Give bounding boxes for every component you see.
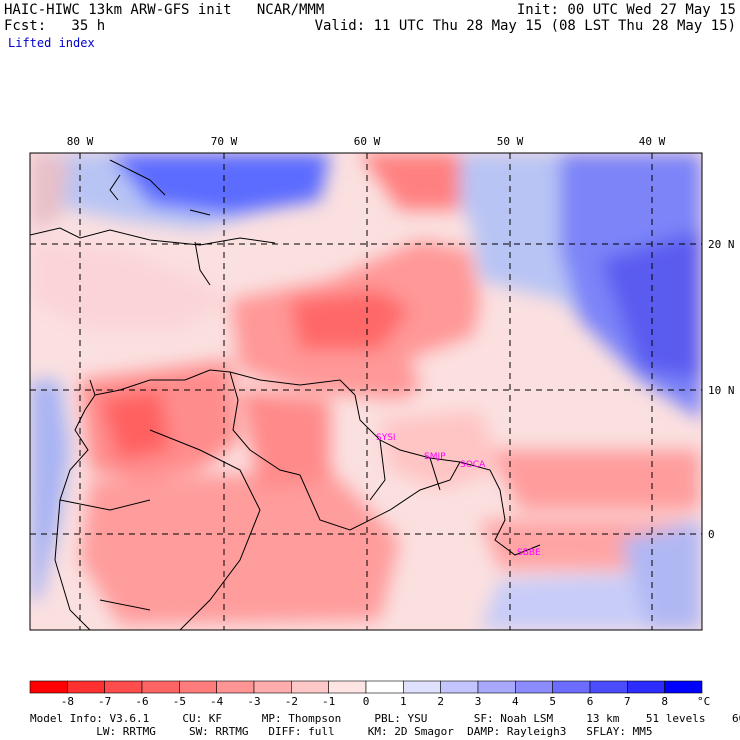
colorbar-tick-label: -7 [98,695,111,708]
colorbar-swatch [627,680,665,694]
colorbar-swatch [552,680,591,694]
colorbar-swatch [664,680,703,694]
colorbar-swatch [253,680,292,694]
colorbar-tick-label: 6 [587,695,594,708]
colorbar-swatch [365,680,404,694]
station-label: SOCA [460,460,486,470]
colorbar-tick-label: -4 [210,695,224,708]
coastlines [30,159,541,630]
station-label: SYSI [376,433,396,443]
lat-label: 10 N [708,384,735,397]
colorbar-swatch [515,680,553,694]
colorbar-swatch [440,680,479,694]
colorbar-tick-label: -6 [135,695,148,708]
colorbar-tick-label: 5 [549,695,556,708]
colorbar-tick-label: -1 [322,695,335,708]
colorbar-tick-label: 7 [624,695,631,708]
colorbar-swatch [589,680,628,694]
colorbar-tick-label: 8 [661,695,668,708]
field-name: Lifted index [8,36,95,50]
init-time: Init: 00 UTC Wed 27 May 15 [516,2,736,18]
colorbar-swatch [403,680,441,694]
lon-label: 40 W [639,135,666,148]
colorbar [29,680,703,694]
colorbar-labels: -8 -7 -6 -5 -4 -3 -2 -1 0 1 2 3 4 5 6 7 8 [61,695,668,708]
station-label: SMJP [424,452,446,462]
colorbar-swatch [477,680,516,694]
shaded-field: SYSI SMJP SOCA SBBE [30,153,702,630]
map-frame [29,152,703,631]
lon-label: 80 W [67,135,94,148]
colorbar-tick-label: -8 [61,695,74,708]
lat-lon-grid [30,153,702,630]
colorbar-swatch [67,680,105,694]
station-labels: SYSI SMJP SOCA SBBE [376,433,541,558]
colorbar-tick-label: 3 [475,695,482,708]
lat-label: 20 N [708,238,735,251]
station-label: SBBE [517,548,541,558]
colorbar-swatch [141,680,180,694]
colorbar-tick-label: 4 [512,695,519,708]
model-info-line1: Model Info: V3.6.1 CU: KF MP: Thompson P… [30,712,740,725]
colorbar-tick-label: -5 [173,695,186,708]
model-info-line2: LW: RRTMG SW: RRTMG DIFF: full KM: 2D Sm… [30,725,653,738]
lon-label: 70 W [211,135,238,148]
colorbar-swatch [291,680,329,694]
colorbar-swatch [29,680,68,694]
model-title: HAIC-HIWC 13km ARW-GFS init NCAR/MMM [4,2,325,18]
lon-label: 50 W [497,135,524,148]
lon-label: 60 W [354,135,381,148]
colorbar-tick-label: -2 [285,695,298,708]
valid-time: Valid: 11 UTC Thu 28 May 15 (08 LST Thu … [314,18,736,34]
colorbar-swatch [104,680,143,694]
forecast-hour: Fcst: 35 h [4,18,106,34]
colorbar-tick-label: 1 [400,695,407,708]
lat-label: 0 [708,528,715,541]
colorbar-tick-label: 0 [363,695,370,708]
colorbar-unit: °C [697,695,710,708]
colorbar-tick-label: -3 [247,695,260,708]
colorbar-swatch [328,680,367,694]
colorbar-swatch [179,680,217,694]
colorbar-tick-label: 2 [437,695,444,708]
colorbar-swatch [216,680,255,694]
